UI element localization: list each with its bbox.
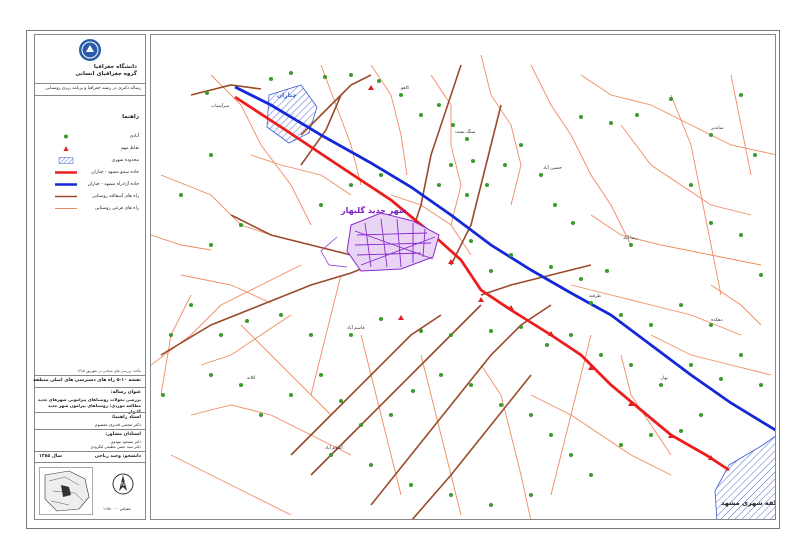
chenaran-label: چناران: [277, 92, 297, 99]
legend-label: نقاط مهم: [121, 146, 139, 151]
freeway: [234, 85, 775, 432]
urban-area-mashhad: [714, 435, 775, 519]
divider: [35, 429, 145, 430]
title-block: دانشگاه جغرافیا گروه جغرافیای انسانی رسا…: [33, 34, 146, 520]
legend-label: راه های فرعی روستایی: [94, 206, 139, 211]
legend-label: جاده آزادراه مشهد - چناران: [87, 182, 139, 187]
village-label: طرقبه: [589, 294, 601, 299]
student-label: دانشجو: وحید ریاحی: [94, 454, 141, 459]
scale-text: مقیاس ۱:۲۵۰۰۰۰: [103, 506, 131, 511]
divider: [35, 83, 145, 84]
thesis-label: عنوان رساله:: [110, 390, 141, 395]
legend-item-important: نقاط مهم: [39, 145, 139, 152]
university-logo: [79, 39, 101, 61]
department-name: گروه جغرافیای انسانی: [75, 71, 137, 77]
village-label: بهار: [660, 376, 668, 381]
village-label: دهکده: [711, 317, 723, 323]
divider: [35, 451, 145, 452]
village-label: رضا آباد: [623, 235, 638, 241]
map-number: نقشه ۱۰-۵ راه های دسترسی های اصلی منطقه: [33, 378, 141, 383]
divider: [35, 412, 145, 413]
golbahar-label: شهر جدید گلبهار: [340, 205, 407, 215]
village-label: قاسم آباد: [347, 325, 365, 331]
village-label: اسلام آباد: [325, 445, 343, 451]
legend-title: راهنما: [122, 114, 139, 120]
consultant-name: دکتر مسعود مهدوی: [110, 439, 141, 444]
thesis-type: رساله دکتری در رشته جغرافیا و برنامه ریز…: [45, 86, 141, 91]
student-year: سال ۱۳۸۵: [39, 454, 63, 459]
map-area: سرآسیاب کاهو سنگ بست حسین آباد رضا آباد …: [150, 34, 776, 520]
legend-label: جاده سنتو مشهد - چناران: [91, 170, 139, 175]
village-label: سرآسیاب: [211, 103, 229, 109]
brown-line-icon: [53, 193, 79, 200]
minor-rural-roads: [151, 54, 775, 519]
red-line-icon: [53, 169, 79, 176]
advisor-name: دکتر مجتبی قدیری معصوم: [95, 422, 141, 427]
important-points: [368, 85, 714, 460]
blue-line-icon: [53, 181, 79, 188]
blue-hatch-icon: [53, 157, 79, 164]
legend-item-old-road: جاده سنتو مشهد - چناران: [39, 169, 139, 176]
legend-label: محدوده شهری: [111, 158, 140, 163]
orange-line-icon: [53, 205, 79, 212]
legend-label: آبادی: [129, 134, 139, 139]
thesis-title: بررسی تحولات روستاهای پیرامونی شهرهای جد…: [37, 397, 141, 414]
legend-item-minor: راه های فرعی روستایی: [39, 205, 139, 212]
divider: [35, 375, 145, 376]
divider: [35, 387, 145, 388]
village-label: کاهو: [400, 85, 410, 91]
legend-item-asphalt: راه های آسفالته روستایی: [39, 193, 139, 200]
legend-item-freeway: جاده آزادراه مشهد - چناران: [39, 181, 139, 188]
urban-area-chenaran: [266, 84, 318, 144]
village-label: کلاته: [247, 375, 256, 381]
divider: [35, 95, 145, 96]
north-arrow-icon: N: [111, 472, 135, 496]
legend-item-urban: محدوده شهری: [39, 157, 139, 164]
mashhad-label: منطقه شهری مشهد: [721, 499, 776, 507]
asphalt-rural-roads: [160, 64, 592, 519]
university-name: دانشگاه جغرافیا: [93, 64, 137, 70]
red-triangle-icon: [53, 145, 79, 152]
golbahar-new-town: [320, 212, 440, 272]
green-dot-icon: [53, 133, 79, 140]
village-label: حسین آباد: [543, 165, 562, 171]
legend-item-settlement: آبادی: [39, 133, 139, 140]
settlements: [161, 71, 763, 507]
village-label: سنگ بست: [455, 129, 476, 135]
svg-text:N: N: [121, 482, 125, 488]
village-labels: سرآسیاب کاهو سنگ بست حسین آباد رضا آباد …: [211, 85, 724, 451]
consultant-name: دکتر سید حسن مطیعی لنگرودی: [90, 444, 141, 449]
village-label: شاندیز: [710, 126, 724, 131]
divider: [35, 462, 145, 463]
location-inset-map: [39, 467, 93, 515]
legend-label: راه های آسفالته روستایی: [92, 194, 139, 199]
consultants-label: استادان مشاور:: [105, 432, 141, 437]
source-note: مأخذ: بررسی های میدانی در شهریور ۱۳۸۵: [77, 369, 141, 373]
advisor-label: استاد راهنما:: [111, 415, 141, 420]
